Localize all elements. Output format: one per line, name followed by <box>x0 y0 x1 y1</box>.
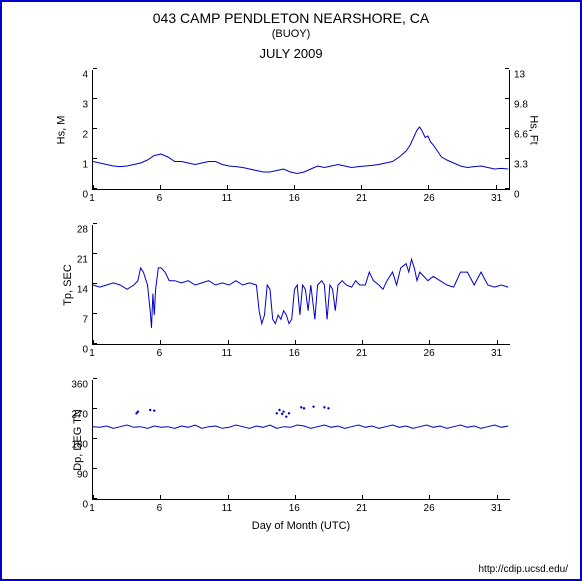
ytick-right-label: 13 <box>514 70 540 81</box>
xtick-label: 6 <box>157 503 163 514</box>
ytick-label: 21 <box>64 255 88 266</box>
xtick-label: 31 <box>491 503 502 514</box>
ytick-label: 180 <box>64 440 88 451</box>
ytick-label: 0 <box>64 500 88 511</box>
ytick-label: 360 <box>64 380 88 391</box>
chart-tp: Tp, SEC07142128161116212631 <box>92 225 510 345</box>
title-period: JULY 2009 <box>2 46 580 61</box>
xtick-label: 26 <box>424 348 435 359</box>
xtick-label: 1 <box>89 193 95 204</box>
ytick-label: 270 <box>64 410 88 421</box>
xtick-label: 31 <box>491 193 502 204</box>
xtick-label: 11 <box>222 348 232 359</box>
xtick-label: 6 <box>157 348 163 359</box>
ytick-label: 0 <box>64 190 88 201</box>
ytick-right-label: 6.6 <box>514 130 540 141</box>
chart-dp: Dp, DEG TN090180270360161116212631Day of… <box>92 380 510 500</box>
ytick-right-label: 3.3 <box>514 160 540 171</box>
xtick-label: 21 <box>356 193 367 204</box>
xtick-label: 21 <box>356 348 367 359</box>
ytick-right-label: 9.8 <box>514 100 540 111</box>
xtick-label: 26 <box>424 503 435 514</box>
charts-area: Hs, MHs, Ft0123403.36.69.813161116212631… <box>32 70 550 539</box>
plot-line-hs <box>93 70 515 190</box>
xtick-label: 16 <box>289 348 300 359</box>
ytick-label: 90 <box>64 470 88 481</box>
ytick-label: 4 <box>64 70 88 81</box>
plot-line-dp <box>93 380 515 500</box>
xlabel: Day of Month (UTC) <box>92 520 510 532</box>
xtick-label: 16 <box>289 503 300 514</box>
xtick-label: 16 <box>289 193 300 204</box>
xtick-label: 26 <box>424 193 435 204</box>
xtick-label: 11 <box>222 503 232 514</box>
xtick-label: 1 <box>89 348 95 359</box>
ytick-label: 3 <box>64 100 88 111</box>
xtick-label: 21 <box>356 503 367 514</box>
ytick-label: 7 <box>64 315 88 326</box>
xtick-label: 31 <box>491 348 502 359</box>
ytick-label: 14 <box>64 285 88 296</box>
chart-hs: Hs, MHs, Ft0123403.36.69.813161116212631 <box>92 70 510 190</box>
ytick-label: 28 <box>64 225 88 236</box>
footer-url: http://cdip.ucsd.edu/ <box>478 564 568 575</box>
plot-line-tp <box>93 225 515 345</box>
chart-frame: 043 CAMP PENDLETON NEARSHORE, CA (BUOY) … <box>0 0 582 581</box>
title-main: 043 CAMP PENDLETON NEARSHORE, CA <box>2 10 580 26</box>
xtick-label: 6 <box>157 193 163 204</box>
ytick-right-label: 0 <box>514 190 540 201</box>
ytick-label: 2 <box>64 130 88 141</box>
ytick-label: 1 <box>64 160 88 171</box>
title-subtitle: (BUOY) <box>2 28 580 40</box>
xtick-label: 11 <box>222 193 232 204</box>
xtick-label: 1 <box>89 503 95 514</box>
ytick-label: 0 <box>64 345 88 356</box>
